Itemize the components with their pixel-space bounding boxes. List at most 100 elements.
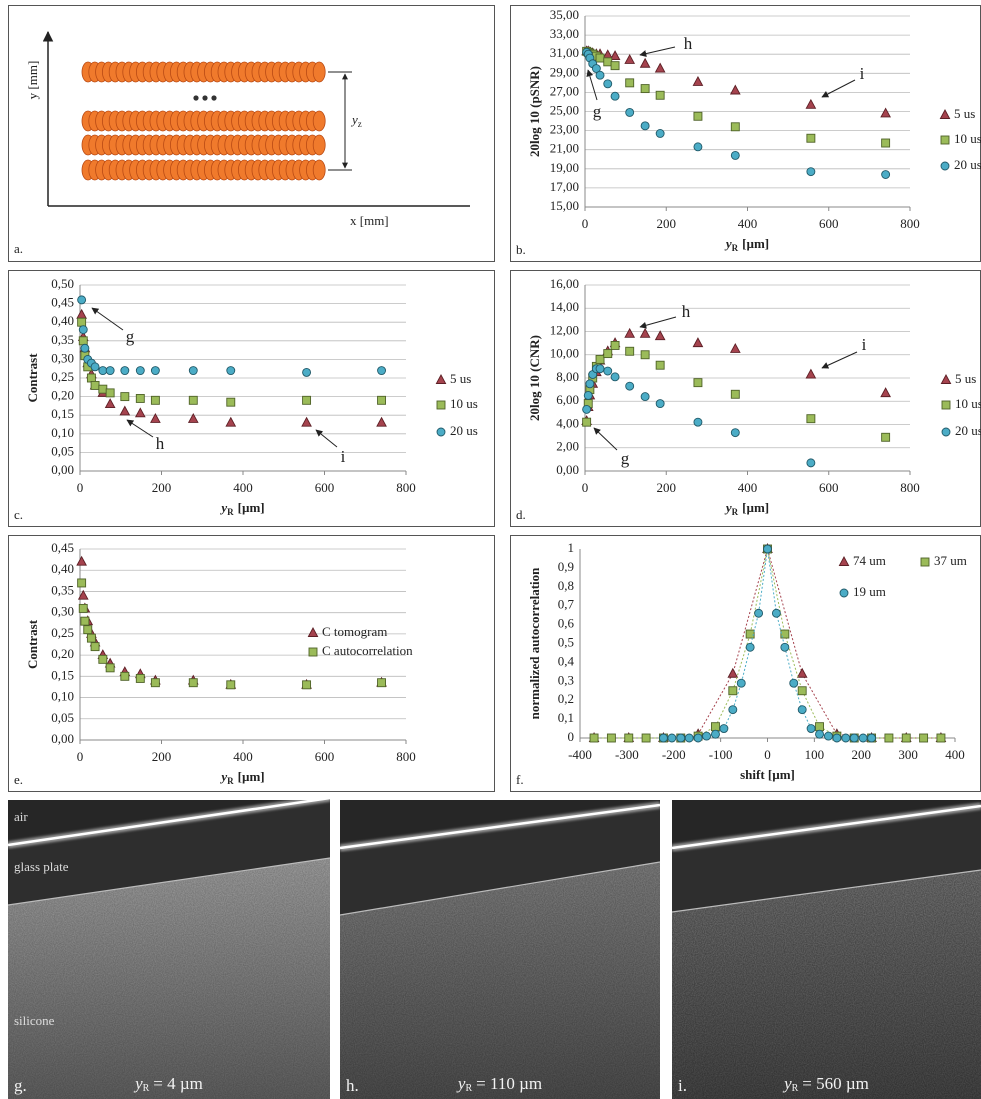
x-tick-label: -300 (615, 747, 639, 762)
y-tick-label: 0,20 (51, 388, 74, 403)
marker-circle (868, 734, 876, 742)
marker-square (656, 91, 664, 99)
y-tick-label: 0,9 (558, 559, 574, 574)
marker-circle (611, 92, 619, 100)
marker-triangle (693, 77, 702, 86)
x-tick-label: 200 (852, 747, 872, 762)
marker-circle (303, 368, 311, 376)
y-tick-label: 0,35 (51, 582, 74, 597)
marker-circle (596, 365, 604, 373)
marker-circle (694, 418, 702, 426)
marker-circle (584, 391, 592, 399)
legend-marker (941, 162, 949, 170)
ellipsis-dot (202, 95, 207, 100)
annotation-arrow (316, 430, 337, 447)
x-axis-label: yR[µm] (724, 500, 769, 517)
marker-circle (711, 730, 719, 738)
marker-square (641, 351, 649, 359)
series-line (663, 549, 871, 738)
marker-square (607, 734, 615, 742)
marker-triangle (656, 64, 665, 73)
legend-label: 20 us (955, 423, 981, 438)
legend-marker (941, 375, 950, 384)
marker-square (378, 679, 386, 687)
marker-square (136, 674, 144, 682)
marker-square (816, 723, 824, 731)
marker-square (596, 355, 604, 363)
marker-circle (755, 609, 763, 617)
y-tick-label: 6,00 (556, 392, 579, 407)
panel-frame (9, 6, 495, 262)
marker-circle (626, 382, 634, 390)
annotation: g (126, 327, 135, 346)
legend-label: 20 us (450, 423, 478, 438)
marker-triangle (226, 418, 235, 427)
x-tick-label: -200 (662, 747, 686, 762)
scan-spot (313, 135, 325, 155)
y-tick-label: 0,10 (51, 689, 74, 704)
marker-triangle (641, 329, 650, 338)
x-tick-label: 200 (657, 480, 677, 495)
annotation: g (621, 449, 630, 468)
marker-square (807, 415, 815, 423)
x-label-unit: [µm] (238, 769, 265, 784)
marker-circle (641, 393, 649, 401)
marker-triangle (798, 669, 807, 678)
x-label-subscript: R (732, 243, 739, 253)
x-tick-label: 0 (582, 480, 589, 495)
annotation: h (156, 434, 165, 453)
x-tick-label: 600 (819, 480, 839, 495)
legend-label: 5 us (955, 371, 976, 386)
x-axis-label: yR[µm] (219, 500, 264, 517)
y-tick-label: 0,4 (558, 653, 575, 668)
marker-circle (136, 367, 144, 375)
marker-square (604, 350, 612, 358)
marker-square (641, 85, 649, 93)
legend-label: C tomogram (322, 624, 387, 639)
caption-subscript: R (465, 1083, 472, 1094)
y-tick-label: 0,45 (51, 540, 74, 555)
image-annotation: silicone (14, 1013, 55, 1028)
y-axis-label: 20log 10 (pSNR) (527, 66, 542, 157)
x-tick-label: 800 (900, 216, 920, 231)
y-tick-label: 0,45 (51, 295, 74, 310)
marker-circle (824, 732, 832, 740)
marker-square (807, 134, 815, 142)
marker-square (106, 389, 114, 397)
annotation: h (682, 302, 691, 321)
marker-circle (781, 643, 789, 651)
y-tick-label: 25,00 (550, 102, 579, 117)
marker-circle (378, 367, 386, 375)
scan-spot (313, 62, 325, 82)
marker-square (731, 123, 739, 131)
marker-triangle (731, 344, 740, 353)
marker-circle (807, 725, 815, 733)
y-tick-label: 0,1 (558, 710, 574, 725)
x-tick-label: 600 (315, 749, 335, 764)
y-tick-label: 31,00 (550, 45, 579, 60)
x-label-unit: [µm] (742, 500, 769, 515)
marker-circle (659, 734, 667, 742)
image-annotation: glass plate (14, 859, 69, 874)
ellipsis-dot (193, 95, 198, 100)
marker-triangle (881, 388, 890, 397)
marker-circle (703, 732, 711, 740)
y-tick-label: 0,40 (51, 561, 74, 576)
annotation: i (341, 447, 346, 466)
legend-marker (921, 558, 929, 566)
marker-circle (677, 734, 685, 742)
marker-square (378, 396, 386, 404)
y-tick-label: 0,30 (51, 604, 74, 619)
marker-square (626, 347, 634, 355)
x-label-subscript: R (227, 776, 234, 786)
annotation: h (684, 34, 693, 53)
x-label-subscript: R (227, 507, 234, 517)
marker-square (79, 337, 87, 345)
annotation-arrow (640, 317, 676, 327)
y-tick-label: 0,10 (51, 425, 74, 440)
y-tick-label: 0,5 (558, 634, 574, 649)
y-tick-label: 0,00 (51, 731, 74, 746)
panel-label: c. (14, 507, 23, 522)
marker-triangle (302, 418, 311, 427)
marker-square (731, 390, 739, 398)
